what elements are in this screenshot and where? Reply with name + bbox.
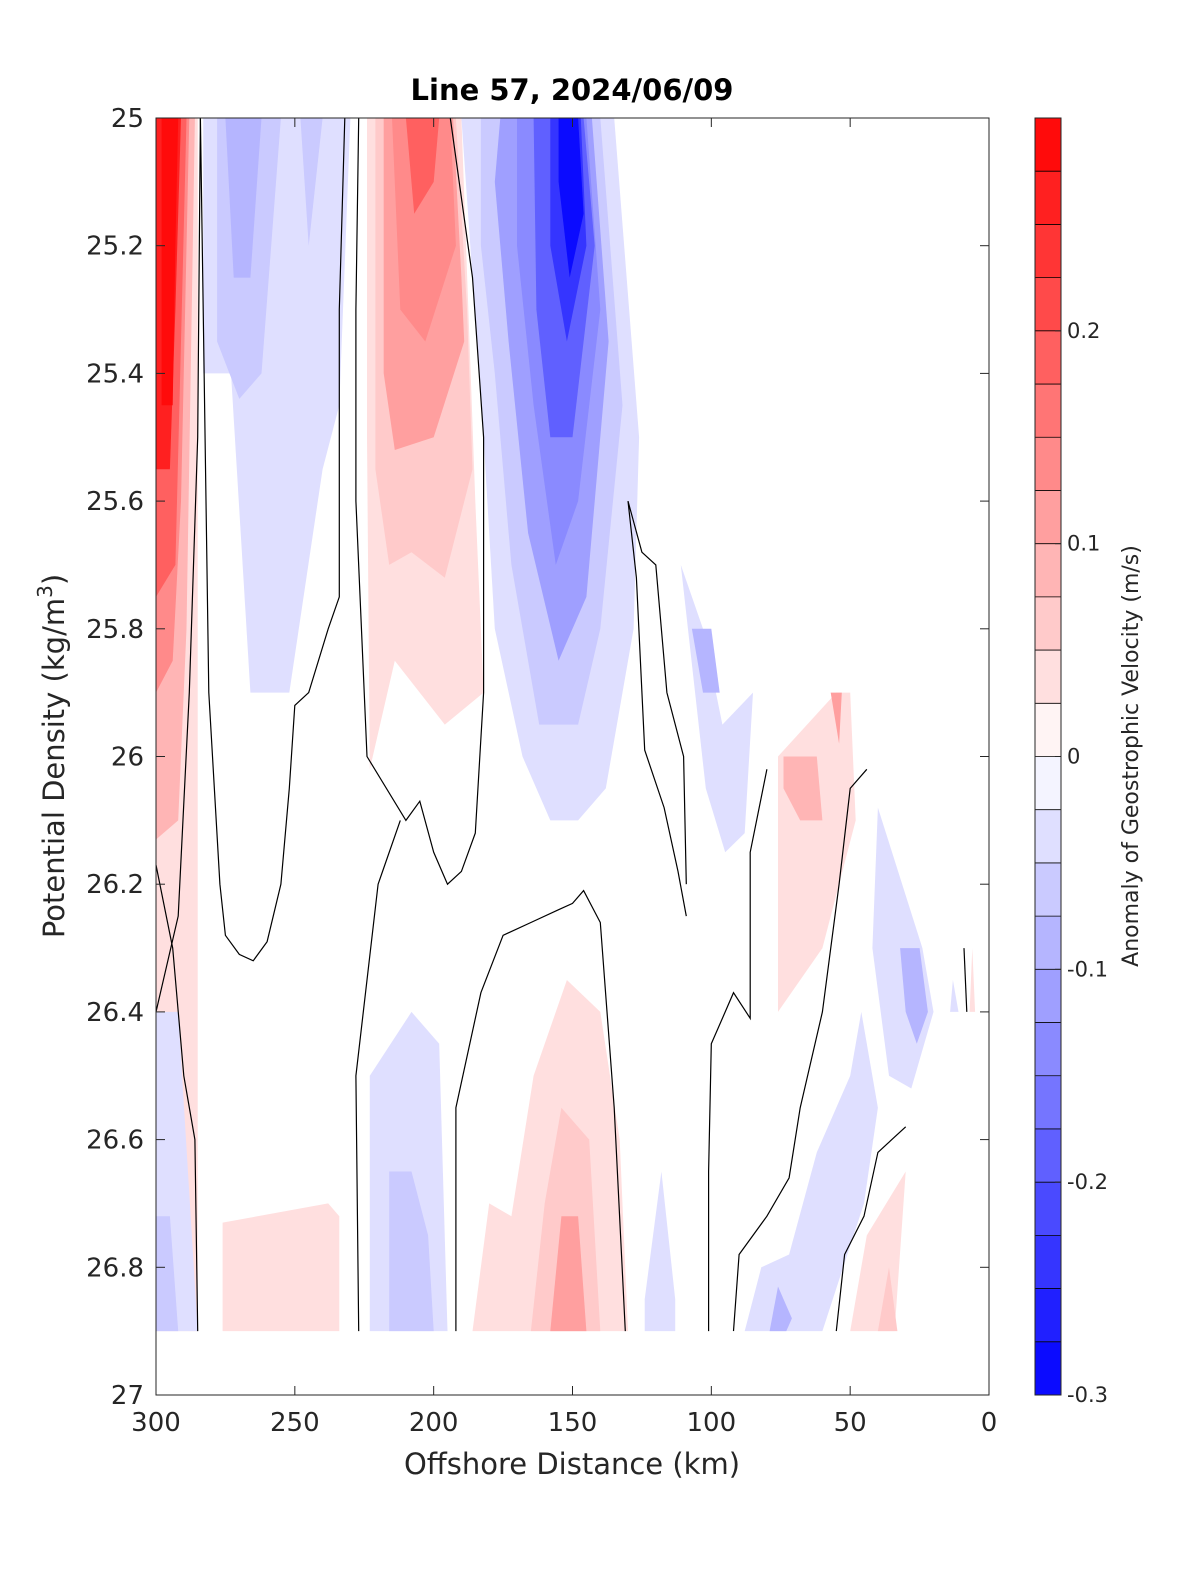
colorbar-band-9 (1035, 862, 1061, 917)
colorbar-tick-label-3: -0.1 (1067, 957, 1108, 981)
contour-region-8 (225, 118, 262, 278)
colorbar-band-21 (1035, 224, 1061, 279)
colorbar-tick-label-4: -0.2 (1067, 1170, 1108, 1194)
colorbar-band-17 (1035, 437, 1061, 491)
colorbar-band-13 (1035, 650, 1061, 704)
colorbar-band-1 (1035, 1288, 1061, 1343)
y-axis-label: Potential Density (kg/m3) (33, 574, 71, 938)
contour-region-25 (783, 756, 823, 821)
contour-region-28 (900, 948, 928, 1044)
zero-contour-1 (155, 864, 199, 1332)
colorbar-band-10 (1035, 809, 1061, 864)
colorbar-band-11 (1035, 756, 1061, 811)
contour-fill-layer (156, 118, 976, 1332)
x-tick-label-2: 200 (409, 1408, 459, 1438)
x-tick-label-4: 100 (687, 1408, 737, 1438)
zero-contour-6 (627, 500, 687, 917)
y-tick-label-6: 26.2 (86, 870, 144, 900)
contour-region-39 (769, 1286, 792, 1332)
contour-region-43 (969, 948, 976, 1012)
colorbar-band-6 (1035, 1022, 1061, 1077)
y-tick-label-0: 25 (111, 104, 144, 134)
chart-title: Line 57, 2024/06/09 (411, 73, 734, 107)
colorbar-band-12 (1035, 703, 1061, 757)
zero-contour-4 (355, 820, 401, 1332)
colorbar-label: Anomaly of Geostrophic Velocity (m/s) (1119, 545, 1144, 967)
contour-region-30 (156, 1216, 179, 1332)
y-tick-label-2: 25.4 (86, 359, 144, 389)
colorbar-tick-label-5: -0.3 (1067, 1383, 1108, 1407)
colorbar-ticks: 0.2 0.1 0 -0.1 -0.2 -0.3 (1055, 319, 1108, 1407)
zero-contour-10 (963, 948, 968, 1012)
y-tick-label-9: 26.8 (86, 1253, 144, 1283)
y-axis-label-superscript: 3 (33, 585, 57, 598)
colorbar-band-22 (1035, 171, 1061, 225)
plot-area: 300 250 200 150 100 50 0 2525.225.425.625.8262… (86, 104, 997, 1438)
y-axis: 25 25.2 25.4 25.6 25.8 26 26.2 26.4 26.6 26.8 27 (86, 104, 989, 1411)
contour-region-33 (389, 1171, 434, 1332)
contour-region-36 (550, 1216, 587, 1332)
zero-contour-layer (155, 117, 968, 1332)
colorbar: 0.2 0.1 0 -0.1 -0.2 -0.3 Anomaly of Geostroph… (1034, 117, 1144, 1407)
contour-region-26 (830, 692, 842, 744)
colorbar-band-19 (1035, 330, 1061, 385)
colorbar-band-20 (1035, 277, 1061, 332)
colorbar-band-5 (1035, 1075, 1061, 1130)
zero-contour-7 (707, 769, 768, 1332)
colorbar-tick-label-2: 0 (1067, 745, 1080, 769)
contour-region-42 (950, 980, 959, 1012)
colorbar-tick-label-0: 0.2 (1067, 319, 1100, 343)
colorbar-bands (1035, 118, 1061, 1396)
zero-contour-8 (732, 768, 868, 1332)
colorbar-band-15 (1035, 543, 1061, 598)
zero-contour-9 (835, 1126, 907, 1332)
contour-region-13 (392, 118, 456, 342)
contour-region-21 (558, 118, 584, 278)
y-tick-label-10: 27 (111, 1381, 144, 1411)
colorbar-band-2 (1035, 1235, 1061, 1290)
contour-region-31 (222, 1203, 340, 1332)
colorbar-band-18 (1035, 384, 1061, 438)
y-axis-label-close: ) (37, 574, 71, 585)
zero-contour-3 (355, 117, 485, 886)
y-tick-label-7: 26.4 (86, 998, 144, 1028)
colorbar-band-23 (1035, 118, 1061, 172)
contour-region-9 (300, 118, 323, 246)
colorbar-band-14 (1035, 596, 1061, 651)
colorbar-tick-label-1: 0.1 (1067, 532, 1100, 556)
zero-contour-5 (455, 889, 626, 1332)
colorbar-band-16 (1035, 490, 1061, 545)
zero-contour-0 (155, 117, 201, 1013)
y-axis-label-text: Potential Density (kg/m (37, 598, 71, 938)
contour-region-5 (161, 118, 179, 406)
colorbar-band-8 (1035, 916, 1061, 970)
colorbar-band-7 (1035, 969, 1061, 1023)
colorbar-band-4 (1035, 1129, 1061, 1183)
zero-contour-2 (199, 117, 346, 962)
colorbar-band-0 (1035, 1341, 1061, 1396)
y-tick-label-1: 25.2 (86, 232, 144, 262)
y-tick-label-8: 26.6 (86, 1126, 144, 1156)
contour-region-38 (744, 1011, 878, 1332)
colorbar-band-3 (1035, 1182, 1061, 1236)
x-axis: 300 250 200 150 100 50 0 (131, 118, 997, 1438)
y-tick-label-3: 25.6 (86, 487, 144, 517)
contour-region-41 (877, 1267, 898, 1332)
x-axis-label: Offshore Distance (km) (404, 1447, 740, 1481)
y-tick-label-4: 25.8 (86, 615, 144, 645)
contour-region-37 (644, 1171, 676, 1332)
y-tick-label-5: 26 (111, 743, 144, 773)
x-tick-label-3: 150 (548, 1408, 598, 1438)
x-tick-label-1: 250 (270, 1408, 320, 1438)
x-tick-label-5: 50 (834, 1408, 867, 1438)
contour-region-14 (405, 118, 440, 214)
x-tick-label-6: 0 (981, 1408, 998, 1438)
x-tick-label-0: 300 (131, 1408, 181, 1438)
contour-region-23 (691, 628, 720, 693)
